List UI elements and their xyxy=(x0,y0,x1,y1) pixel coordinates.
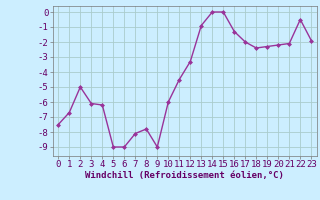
X-axis label: Windchill (Refroidissement éolien,°C): Windchill (Refroidissement éolien,°C) xyxy=(85,171,284,180)
